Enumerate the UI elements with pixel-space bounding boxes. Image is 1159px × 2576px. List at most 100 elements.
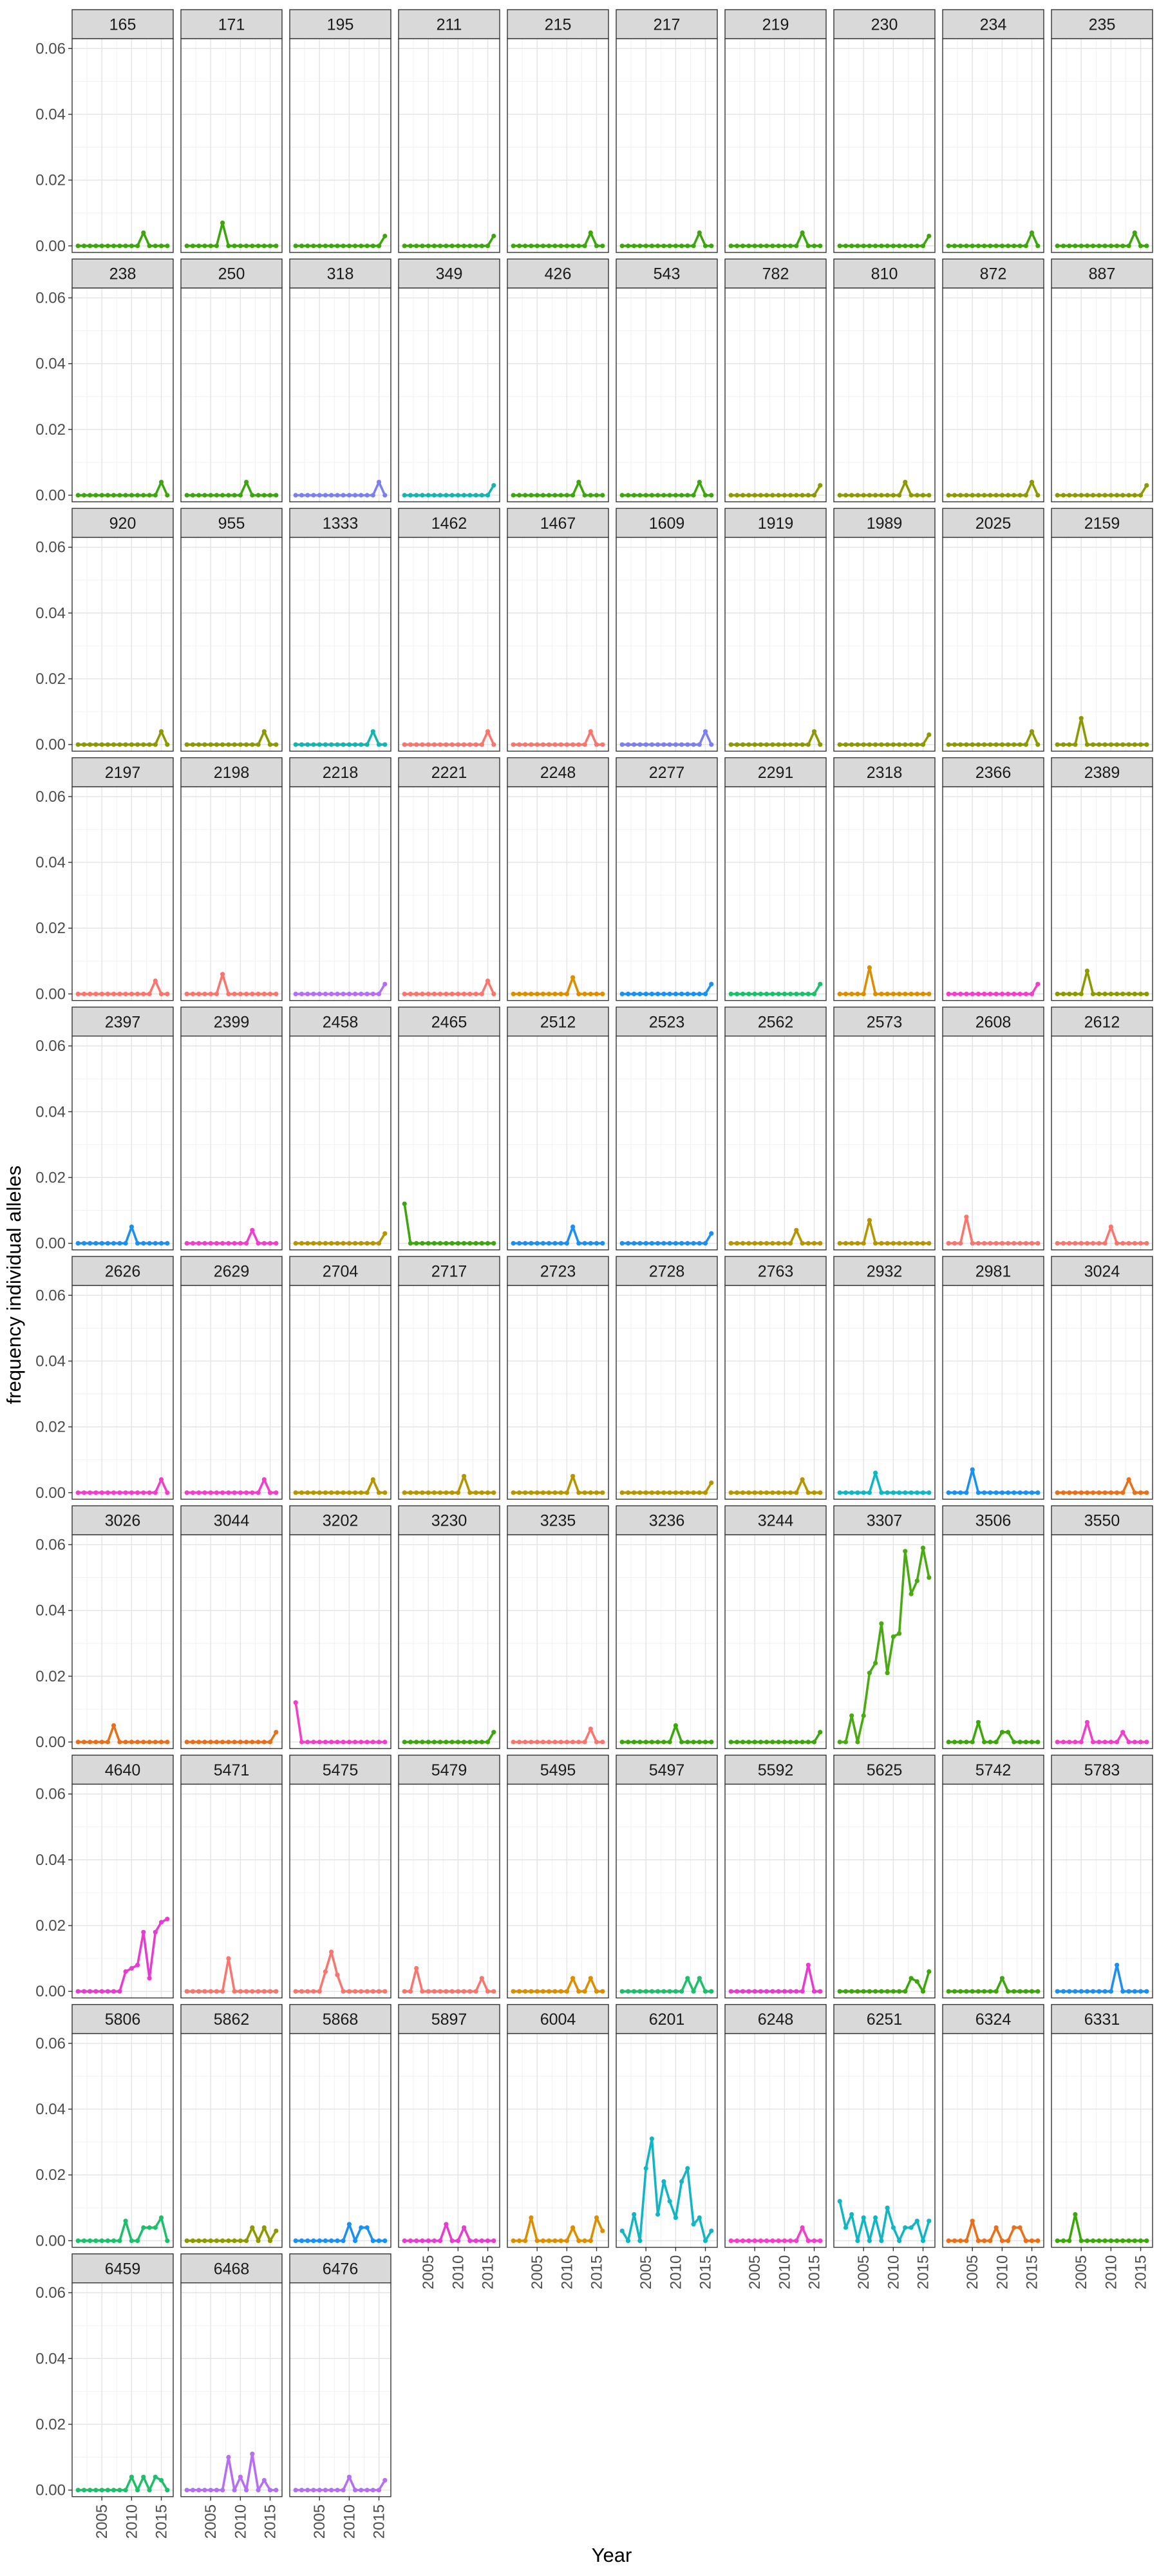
panel-background [1051, 786, 1153, 1001]
data-point [244, 1989, 249, 1994]
data-point [196, 1989, 202, 1994]
data-point [1084, 1490, 1089, 1495]
facet-panel-5625: 5625 [833, 1754, 936, 1999]
data-point [232, 2488, 237, 2493]
data-point [661, 1989, 666, 1994]
strip-background [724, 507, 827, 538]
data-point [975, 1719, 981, 1725]
data-point [473, 1739, 478, 1745]
data-point [1055, 742, 1060, 747]
data-point [849, 1490, 854, 1495]
facet-panel-2465: 2465 [398, 1007, 500, 1251]
data-point [244, 1241, 249, 1246]
data-point [165, 1917, 170, 1922]
data-point [909, 742, 914, 747]
data-point [740, 2238, 746, 2243]
panel-background [616, 1784, 717, 1998]
data-point [1073, 742, 1078, 747]
data-point [661, 1241, 666, 1246]
data-point [1079, 991, 1084, 996]
data-point [800, 493, 805, 498]
data-point [81, 742, 87, 747]
data-point [1084, 742, 1089, 747]
data-point [975, 2238, 981, 2243]
data-point [147, 742, 152, 747]
data-point [88, 1490, 93, 1495]
data-point [267, 1490, 273, 1495]
data-point [220, 1989, 225, 1994]
data-point [353, 742, 358, 747]
facet-panel-2523: 2523 [616, 1007, 718, 1251]
data-point [335, 742, 340, 747]
data-point [920, 1546, 926, 1551]
data-point [299, 243, 305, 249]
data-point [511, 1490, 516, 1495]
data-point [226, 742, 231, 747]
strip-label: 1467 [540, 515, 576, 533]
data-point [516, 243, 522, 249]
data-point [364, 493, 370, 498]
data-point [1017, 1739, 1022, 1745]
data-point [1073, 1241, 1078, 1246]
data-point [1091, 1989, 1096, 1994]
data-point [1115, 1490, 1120, 1495]
data-point [734, 742, 740, 747]
data-point [238, 1490, 243, 1495]
strip-background [289, 258, 391, 289]
data-point [81, 2238, 87, 2243]
data-point [1055, 1739, 1060, 1745]
data-point [190, 991, 196, 996]
data-point [364, 1739, 370, 1745]
data-point [649, 1241, 655, 1246]
data-point [420, 1490, 425, 1495]
panel-background [399, 1535, 500, 1749]
data-point [449, 1739, 455, 1745]
strip-background [942, 1505, 1044, 1535]
data-point [879, 243, 884, 249]
data-point [111, 1241, 117, 1246]
data-point [594, 1241, 599, 1246]
data-point [861, 1490, 866, 1495]
panel-background [72, 288, 173, 502]
data-point [552, 1989, 558, 1994]
facet-panel-5868: 5868 [289, 2003, 391, 2248]
data-point [958, 1241, 963, 1246]
data-point [1017, 243, 1022, 249]
data-point [420, 1739, 425, 1745]
data-point [927, 1575, 932, 1580]
data-point [402, 243, 407, 249]
panel-background [290, 1535, 391, 1749]
data-point [920, 493, 926, 498]
data-point [341, 1490, 346, 1495]
data-point [975, 1989, 981, 1994]
data-point [661, 493, 666, 498]
y-tick-label: 0.00 [35, 1734, 66, 1751]
data-point [558, 1739, 563, 1745]
data-point [552, 742, 558, 747]
data-point [485, 493, 491, 498]
data-point [129, 2474, 134, 2479]
data-point [1091, 1739, 1096, 1745]
data-point [818, 742, 823, 747]
data-point [885, 1989, 890, 1994]
data-point [697, 991, 702, 996]
data-point [1017, 1989, 1022, 1994]
data-point [740, 742, 746, 747]
strip-label: 5862 [214, 2011, 250, 2029]
facet-panel-2291: 2291 [724, 757, 827, 1001]
data-point [914, 2219, 919, 2224]
series-line-171 [187, 222, 276, 247]
data-point [818, 1730, 823, 1735]
panel-background [399, 39, 500, 252]
y-tick-label: 0.02 [35, 1668, 66, 1685]
strip-background [942, 9, 1044, 39]
y-tick-label: 0.04 [35, 2101, 66, 2118]
data-point [625, 1241, 631, 1246]
data-point [890, 1490, 896, 1495]
data-point [903, 2225, 908, 2230]
data-point [843, 2225, 849, 2230]
data-point [1012, 1490, 1017, 1495]
data-point [643, 2166, 648, 2171]
strip-background [507, 507, 609, 538]
